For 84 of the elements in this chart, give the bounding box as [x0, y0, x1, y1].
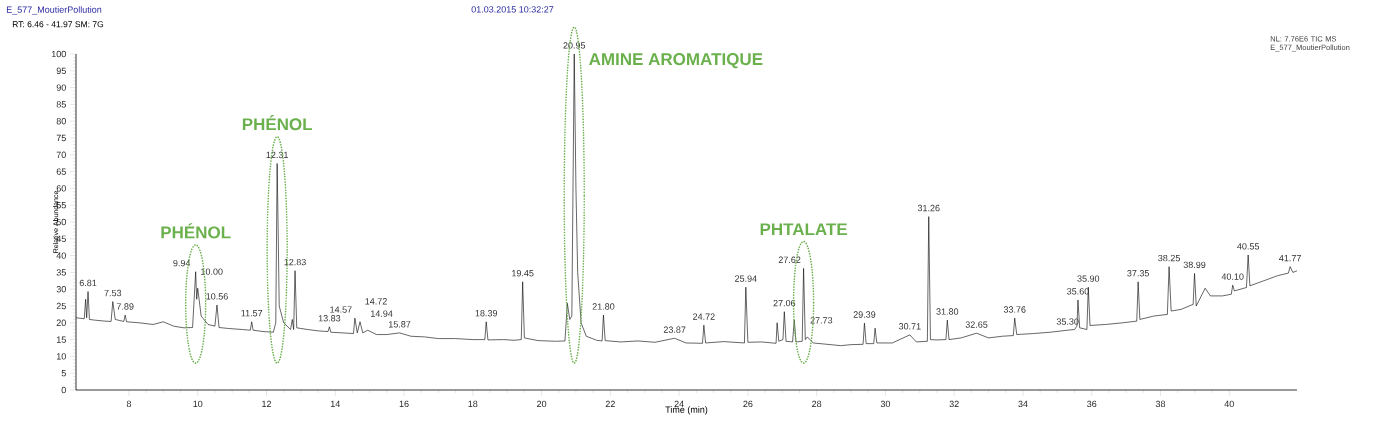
annotation: 35.30	[1056, 318, 1079, 325]
annotation: 14.94	[371, 310, 393, 317]
annotation: 33.76	[1003, 306, 1026, 313]
annotation: 35.90	[1077, 275, 1100, 282]
annotation: 19.45	[512, 270, 534, 277]
x-tick-label: 16	[399, 400, 409, 408]
chart-subtitle: 01.03.2015 10:32:27	[471, 6, 554, 13]
x-tick-label: 10	[193, 400, 203, 408]
y-tick-label: 30	[56, 286, 66, 293]
annotation: 21.80	[592, 303, 615, 310]
y-tick-label: 85	[56, 101, 66, 108]
y-tick-label: 55	[56, 202, 66, 209]
annotation: 38.25	[1158, 254, 1180, 262]
annotation: 18.39	[475, 310, 498, 317]
annotation: 20.95	[563, 42, 586, 49]
annotation: PHTALATE	[760, 223, 847, 236]
y-tick-label: 70	[56, 151, 66, 158]
annotation: 27.06	[773, 299, 796, 307]
annotation: 10.00	[201, 268, 223, 275]
x-tick-label: 32	[949, 400, 959, 408]
annotation: 7.89	[116, 303, 134, 310]
x-tick-label: 22	[605, 400, 615, 408]
x-tick-label: 24	[674, 400, 684, 408]
annotation: 38.99	[1183, 261, 1206, 269]
x-tick-label: 12	[262, 400, 272, 408]
annotation: 9.94	[173, 259, 191, 267]
annotation: 13.83	[318, 315, 341, 322]
y-tick-label: 25	[56, 302, 66, 310]
y-tick-label: 90	[56, 84, 66, 91]
annotation: 41.77	[1279, 255, 1301, 262]
chart-title: E_577_MoutierPollution	[6, 6, 102, 15]
annotation: 11.57	[241, 310, 263, 317]
annotation: 27.62	[778, 256, 801, 263]
text: RT: 6.46 - 41.97 SM: 7G	[12, 21, 104, 28]
annotation: 7.53	[104, 289, 122, 297]
annotation: PHÉNOL	[161, 223, 231, 239]
x-tick-label: 14	[330, 400, 340, 407]
annotation: 40.55	[1237, 243, 1260, 250]
annotation: 37.35	[1127, 270, 1150, 277]
x-tick-label: 34	[1018, 400, 1028, 408]
annotation: 14.57	[330, 306, 352, 313]
annotation: 12.31	[266, 151, 288, 159]
annotation: 12.83	[284, 258, 306, 266]
y-tick-label: 5	[61, 370, 66, 377]
annotation: 25.94	[735, 275, 757, 282]
annotation: AMINE AROMATIQUE	[589, 53, 763, 69]
y-tick-label: 80	[56, 118, 66, 125]
annotation: 32.65	[965, 321, 988, 328]
annotation: 15.87	[388, 321, 411, 328]
y-tick-label: 15	[56, 336, 66, 343]
annotation: 14.72	[365, 298, 387, 305]
x-tick-label: 36	[1087, 400, 1097, 408]
annotation: 30.71	[898, 323, 921, 330]
y-tick-label: 35	[56, 269, 66, 276]
y-tick-label: 60	[56, 185, 66, 192]
annotation: PHÉNOL	[242, 115, 313, 131]
annotation: 31.80	[936, 308, 959, 315]
x-tick-label: 18	[468, 400, 478, 408]
y-tick-label: 95	[56, 67, 66, 74]
annotation: 10.56	[206, 293, 228, 300]
y-tick-label: 45	[56, 235, 66, 242]
y-tick-label: 0	[61, 386, 66, 394]
x-tick-label: 30	[880, 400, 891, 408]
x-tick-label: 26	[743, 400, 753, 408]
annotation: 24.72	[693, 313, 715, 320]
x-tick-label: 8	[126, 400, 132, 408]
annotation: 40.10	[1221, 273, 1244, 280]
y-tick-label: 20	[56, 319, 66, 326]
x-tick-label: 28	[812, 400, 822, 408]
y-tick-label: 100	[51, 50, 66, 58]
y-tick-label: 75	[56, 134, 66, 142]
annotation: 31.26	[917, 204, 940, 212]
annotation: 6.81	[79, 279, 97, 287]
y-tick-label: 40	[56, 252, 66, 259]
x-tick-label: 38	[1155, 400, 1166, 408]
y-tick-label: 50	[56, 218, 66, 226]
x-tick-label: 40	[1224, 400, 1234, 408]
x-tick-label: 20	[537, 400, 547, 408]
x-axis-title: Time (min)	[665, 406, 708, 415]
annotation: 23.87	[663, 326, 686, 333]
y-tick-label: 65	[56, 168, 66, 175]
annotation: 27.73	[810, 317, 833, 324]
annotation: 29.39	[853, 311, 876, 318]
y-tick-label: 10	[56, 353, 66, 360]
